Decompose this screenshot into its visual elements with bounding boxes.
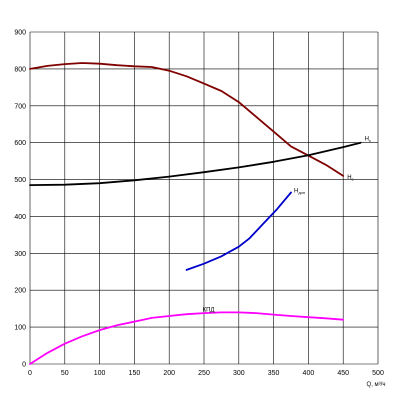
x-tick-label: 50 [61, 370, 69, 377]
series-line [185, 191, 292, 271]
x-axis-ticks: 0 50 100 150 200 250 300 350 400 450 500 [28, 370, 384, 377]
y-tick-label: 800 [14, 66, 26, 73]
series-line [29, 62, 345, 177]
x-axis-title: Q, м³/ч [367, 382, 386, 388]
x-tick-label: 350 [268, 370, 280, 377]
y-tick-label: 900 [14, 30, 26, 37]
series-line [29, 311, 345, 365]
x-tick-label: 300 [233, 370, 245, 377]
series-label: КПД [203, 308, 215, 314]
series-line [29, 141, 362, 187]
y-tick-label: 700 [14, 103, 26, 110]
grid-lines [29, 31, 379, 365]
x-tick-label: 150 [129, 370, 141, 377]
y-tick-label: 0 [22, 362, 26, 369]
y-tick-label: 300 [14, 251, 26, 258]
x-tick-label: 250 [198, 370, 210, 377]
x-tick-label: 400 [303, 370, 315, 377]
series-layer [29, 62, 362, 365]
x-tick-label: 500 [372, 370, 384, 377]
x-tick-label: 450 [337, 370, 349, 377]
series-labels: Нc Нc Ндоп КПД [203, 137, 371, 314]
y-tick-label: 500 [14, 177, 26, 184]
x-tick-label: 0 [28, 370, 32, 377]
x-tick-label: 100 [94, 370, 106, 377]
y-tick-label: 100 [14, 325, 26, 332]
y-tick-label: 200 [14, 288, 26, 295]
series-label: Ндоп [294, 188, 305, 195]
x-tick-label: 200 [163, 370, 175, 377]
series-label: Нc [347, 175, 353, 182]
series-label: Нc [365, 137, 371, 144]
y-tick-label: 600 [14, 140, 26, 147]
y-tick-label: 400 [14, 214, 26, 221]
y-axis-ticks: 0 100 200 300 400 500 600 700 800 900 [14, 30, 26, 369]
